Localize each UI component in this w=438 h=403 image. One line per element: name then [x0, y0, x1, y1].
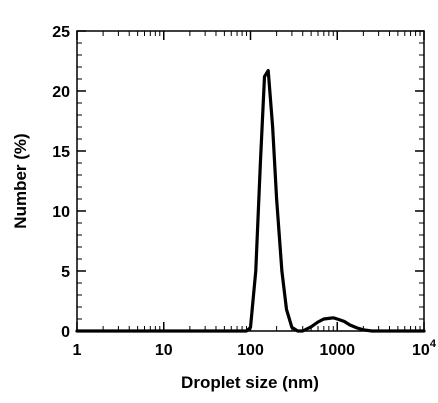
ticks-layer: 1 10 100 1000 104 0 5 10 15 20 25 — [52, 24, 437, 359]
x-axis-title: Droplet size (nm) — [181, 373, 319, 392]
y-tick-label: 10 — [52, 204, 70, 221]
y-axis-title: Number (%) — [11, 133, 30, 228]
x-tick-label: 104 — [412, 338, 437, 359]
y-tick-label: 25 — [52, 24, 70, 41]
series-line-0 — [75, 68, 426, 333]
y-tick-label: 0 — [61, 324, 70, 341]
x-tick-label: 10 — [155, 342, 173, 359]
y-tick-label: 15 — [52, 144, 70, 161]
y-tick-label: 5 — [61, 264, 70, 281]
x-tick-label: 1000 — [319, 342, 355, 359]
x-tick-label: 1 — [73, 342, 82, 359]
y-tick-label: 20 — [52, 84, 70, 101]
x-tick-label: 100 — [237, 342, 264, 359]
plot-layer — [75, 68, 426, 333]
x-tick-label-superscript: 4 — [430, 338, 437, 350]
plot-frame — [76, 30, 425, 332]
